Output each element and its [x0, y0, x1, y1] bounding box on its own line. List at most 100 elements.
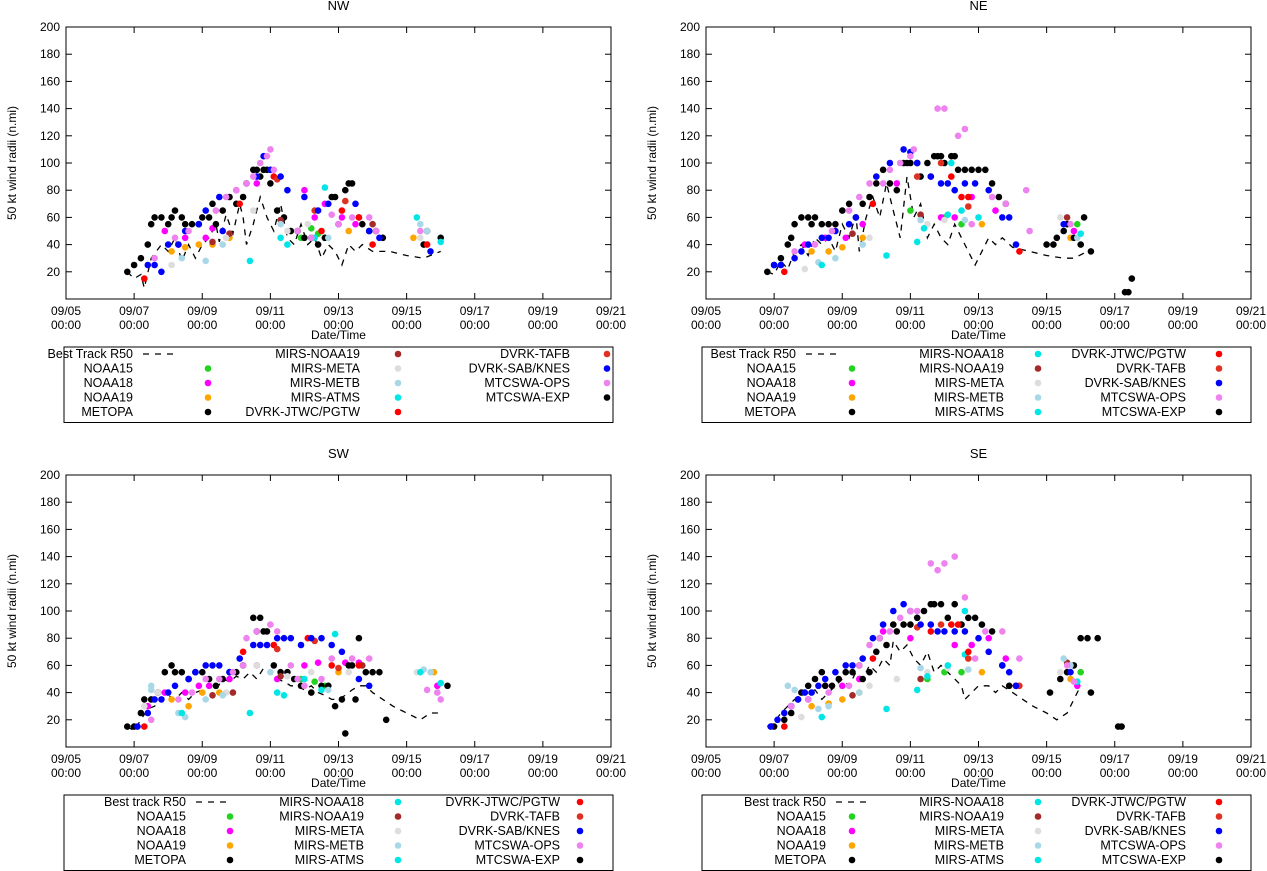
data-point [246, 709, 254, 717]
legend-marker [1034, 842, 1042, 849]
legend-label: METOPA [744, 405, 796, 419]
data-point [314, 207, 322, 214]
data-point [171, 682, 179, 690]
data-point [342, 186, 349, 194]
data-point [1128, 275, 1136, 282]
data-point [971, 655, 979, 662]
legend-item: NOAA18 [747, 376, 856, 390]
data-point [825, 234, 832, 242]
legend-label: DVRK-JTWC/PGTW [245, 405, 360, 419]
data-point [811, 214, 819, 221]
data-point [325, 200, 332, 208]
x-tick-time: 00:00 [963, 766, 993, 780]
data-point [158, 214, 165, 221]
data-point [927, 621, 935, 628]
series-dvrk-sab-knes [144, 152, 434, 276]
data-point [1002, 655, 1010, 662]
data-point [301, 193, 308, 201]
series-dvrk-tafb [913, 159, 972, 210]
data-point [951, 641, 958, 649]
legend-label: MTCSWA-EXP [1102, 405, 1186, 419]
series-mirs-metb [784, 655, 1074, 713]
legend-box [63, 346, 614, 423]
data-point [835, 675, 843, 683]
legend-label: NOAA15 [777, 810, 826, 824]
data-point [825, 689, 832, 696]
data-point [859, 234, 866, 242]
data-point [896, 614, 904, 622]
data-point [818, 713, 826, 721]
x-tick-date: 09/15 [1032, 752, 1062, 766]
data-point [968, 166, 975, 174]
data-point [879, 180, 887, 187]
legend-box [701, 794, 1252, 871]
x-tick-date: 09/11 [256, 304, 285, 318]
data-point [828, 682, 836, 690]
x-tick-date: 09/17 [1100, 752, 1130, 766]
legend-item: MIRS-METB [934, 391, 1042, 405]
data-point [253, 180, 261, 187]
data-point [178, 709, 186, 717]
data-point [900, 146, 907, 153]
x-axis-label: Date/Time [311, 328, 366, 342]
data-point [1005, 668, 1013, 676]
y-tick-label: 60 [687, 210, 701, 224]
data-point [202, 675, 209, 683]
data-point [978, 621, 986, 628]
series-mirs-noaa18 [948, 159, 982, 221]
data-point [985, 634, 992, 642]
data-point [965, 203, 972, 210]
data-point [937, 180, 945, 187]
data-point [284, 241, 291, 248]
y-tick-label: 60 [687, 658, 701, 672]
legend-marker [394, 856, 402, 864]
data-point [181, 234, 189, 242]
data-point [825, 702, 832, 710]
data-point [233, 186, 240, 194]
data-point [267, 668, 274, 676]
legend-marker [394, 394, 402, 401]
data-point [781, 709, 788, 717]
y-tick-label: 120 [40, 129, 60, 143]
x-tick-date: 09/21 [596, 304, 626, 318]
x-tick-time: 00:00 [392, 318, 422, 332]
data-point [777, 261, 785, 269]
legend-marker [204, 365, 212, 372]
x-tick-time: 00:00 [51, 766, 81, 780]
data-point [314, 659, 322, 666]
data-point [930, 600, 938, 608]
data-point [236, 200, 243, 208]
data-point [849, 662, 856, 669]
legend-item: NOAA19 [84, 391, 212, 405]
y-tick-label: 40 [47, 238, 61, 252]
legend-label: DVRK-SAB/KNES [1085, 824, 1186, 838]
legend-label: NOAA19 [137, 839, 186, 853]
legend-marker [394, 827, 402, 835]
data-point [1057, 214, 1064, 221]
legend-marker [1215, 856, 1223, 864]
legend-marker [204, 408, 212, 416]
legend-marker [204, 379, 212, 387]
series-mirs-noaa19 [849, 211, 1071, 237]
legend-item: MIRS-NOAA18 [919, 795, 1042, 809]
data-point [1080, 214, 1088, 221]
legend-marker [576, 813, 584, 820]
x-tick-date: 09/19 [528, 752, 558, 766]
legend-item: NOAA15 [84, 362, 212, 376]
x-tick-date: 09/09 [827, 304, 857, 318]
data-point [161, 668, 169, 676]
data-point [1022, 186, 1030, 194]
data-point [845, 200, 853, 208]
data-point [948, 621, 955, 628]
y-tick-label: 180 [680, 495, 700, 509]
data-point [1077, 230, 1084, 237]
data-point [158, 268, 165, 276]
legend-label: Best Track R50 [48, 347, 133, 361]
data-point [246, 257, 254, 265]
data-point [168, 696, 175, 703]
data-point [280, 692, 288, 699]
data-point [171, 207, 179, 214]
data-point [907, 152, 914, 160]
x-tick-date: 09/21 [1236, 752, 1266, 766]
data-point [866, 668, 873, 676]
